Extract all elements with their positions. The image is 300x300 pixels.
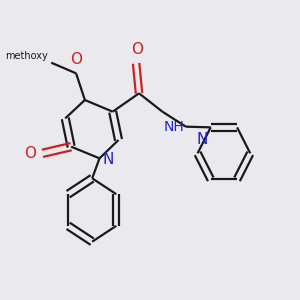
Text: NH: NH [164, 120, 184, 134]
Text: N: N [196, 132, 208, 147]
Text: O: O [70, 52, 82, 67]
Text: methoxy: methoxy [5, 51, 48, 61]
Text: O: O [132, 42, 144, 57]
Text: O: O [24, 146, 36, 161]
Text: N: N [102, 152, 114, 167]
